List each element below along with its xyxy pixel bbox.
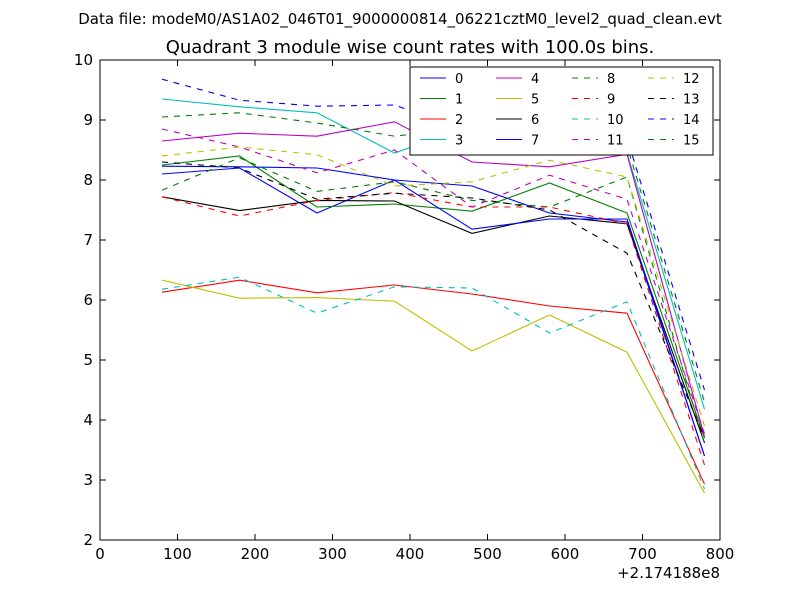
x-tick-label: 0 — [95, 545, 105, 563]
y-tick-label: 6 — [83, 291, 93, 309]
legend-label-13: 13 — [683, 93, 700, 108]
x-tick-label: 800 — [706, 545, 735, 563]
series-line-13 — [161, 161, 706, 439]
x-offset-label: +2.174188e8 — [617, 564, 720, 582]
legend-label-8: 8 — [607, 72, 615, 87]
legend-label-2: 2 — [455, 113, 463, 128]
x-tick-label: 700 — [628, 545, 657, 563]
legend-label-4: 4 — [531, 72, 539, 87]
x-tick-label: 500 — [473, 545, 502, 563]
series-line-7 — [161, 165, 706, 457]
y-tick-label: 7 — [83, 231, 93, 249]
y-tick-label: 5 — [83, 351, 93, 369]
series-line-8 — [161, 157, 706, 445]
x-tick-label: 600 — [551, 545, 580, 563]
legend-label-3: 3 — [455, 134, 463, 149]
series-line-1 — [161, 155, 706, 439]
figure-suptitle: Data file: modeM0/AS1A02_046T01_90000008… — [78, 10, 722, 29]
y-tick-label: 2 — [83, 531, 93, 549]
y-tick-label: 9 — [83, 111, 93, 129]
series-line-2 — [161, 279, 706, 485]
x-tick-label: 200 — [241, 545, 270, 563]
legend-label-15: 15 — [683, 134, 700, 149]
x-tick-label: 400 — [396, 545, 425, 563]
y-tick-label: 3 — [83, 471, 93, 489]
legend-label-0: 0 — [455, 72, 463, 87]
x-tick-label: 300 — [318, 545, 347, 563]
x-axis: 0 100 200 300 400 500 600 700 800 — [95, 60, 734, 563]
legend-label-1: 1 — [455, 93, 463, 108]
y-tick-label: 4 — [83, 411, 93, 429]
series-line-15 — [161, 112, 706, 403]
y-tick-label: 8 — [83, 171, 93, 189]
legend-label-9: 9 — [607, 93, 615, 108]
legend-label-10: 10 — [607, 113, 624, 128]
legend-label-11: 11 — [607, 134, 624, 149]
series-line-11 — [161, 128, 706, 434]
series-line-9 — [161, 192, 706, 466]
series-line-5 — [161, 279, 705, 494]
legend-label-12: 12 — [683, 72, 700, 87]
chart-title: Quadrant 3 module wise count rates with … — [166, 37, 655, 58]
legend-label-6: 6 — [531, 113, 539, 128]
legend-label-14: 14 — [683, 113, 700, 128]
series-line-10 — [161, 276, 706, 490]
series-line-12 — [161, 146, 706, 427]
legend-label-7: 7 — [531, 134, 539, 149]
y-tick-label: 10 — [74, 51, 93, 69]
legend-label-5: 5 — [531, 93, 539, 108]
series-line-4 — [161, 121, 706, 437]
x-tick-label: 100 — [163, 545, 192, 563]
series-line-6 — [161, 196, 706, 443]
legend-box — [409, 66, 714, 156]
